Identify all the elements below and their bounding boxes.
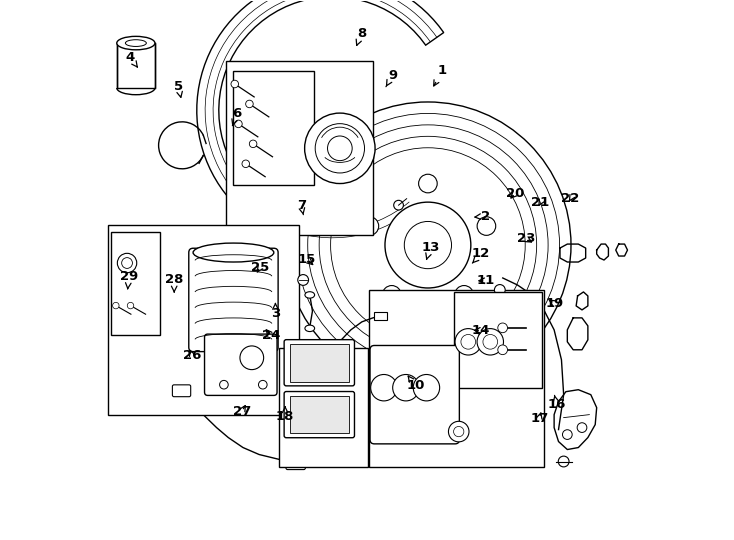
Bar (454, 292, 542, 388)
Circle shape (360, 217, 379, 235)
Circle shape (577, 423, 587, 433)
Circle shape (250, 140, 257, 147)
Circle shape (559, 456, 569, 467)
Circle shape (112, 302, 119, 309)
Circle shape (393, 200, 404, 210)
Text: 28: 28 (165, 273, 184, 292)
FancyBboxPatch shape (284, 392, 355, 438)
FancyBboxPatch shape (284, 340, 355, 386)
FancyBboxPatch shape (370, 346, 459, 444)
Circle shape (242, 160, 250, 167)
Bar (226, 60, 373, 235)
Text: 15: 15 (297, 253, 316, 266)
Circle shape (404, 221, 451, 269)
Text: 16: 16 (548, 395, 566, 411)
Circle shape (285, 102, 571, 388)
Text: 23: 23 (517, 232, 535, 245)
FancyBboxPatch shape (189, 248, 278, 352)
Text: 22: 22 (562, 192, 580, 205)
Ellipse shape (305, 292, 315, 298)
Text: 19: 19 (545, 297, 564, 310)
Circle shape (562, 430, 573, 440)
Circle shape (477, 217, 495, 235)
Circle shape (455, 286, 473, 304)
Ellipse shape (126, 40, 146, 46)
Circle shape (127, 302, 134, 309)
Bar (374, 312, 387, 320)
FancyBboxPatch shape (286, 457, 305, 470)
Circle shape (298, 274, 308, 285)
Circle shape (305, 113, 375, 184)
Text: 3: 3 (271, 303, 280, 320)
Bar (289, 344, 349, 382)
Text: 2: 2 (475, 210, 490, 222)
Circle shape (413, 374, 440, 401)
Circle shape (343, 346, 352, 354)
Bar (233, 71, 314, 185)
Polygon shape (197, 0, 444, 246)
Circle shape (315, 124, 365, 173)
Bar (279, 348, 368, 468)
Text: 24: 24 (262, 329, 280, 342)
FancyBboxPatch shape (172, 385, 191, 397)
Circle shape (258, 380, 267, 389)
Text: 10: 10 (407, 376, 425, 392)
FancyBboxPatch shape (205, 334, 277, 395)
Circle shape (498, 345, 507, 355)
Circle shape (418, 174, 437, 193)
Circle shape (477, 329, 504, 355)
Circle shape (327, 136, 352, 160)
Text: 5: 5 (174, 80, 183, 97)
Ellipse shape (117, 36, 155, 50)
Circle shape (454, 427, 464, 437)
Text: 14: 14 (472, 324, 490, 337)
Circle shape (461, 334, 476, 349)
Circle shape (344, 186, 351, 194)
Bar (108, 225, 299, 415)
Circle shape (385, 202, 470, 288)
Text: 18: 18 (276, 407, 294, 423)
Bar (369, 290, 544, 468)
Circle shape (495, 285, 505, 295)
Circle shape (240, 346, 264, 369)
Circle shape (498, 323, 507, 333)
Bar (289, 396, 349, 434)
Text: 17: 17 (530, 411, 548, 424)
Circle shape (483, 334, 498, 349)
Bar (327, 344, 333, 352)
Circle shape (455, 329, 482, 355)
Text: 13: 13 (421, 241, 440, 260)
Text: 7: 7 (297, 199, 306, 215)
Circle shape (117, 253, 137, 273)
FancyBboxPatch shape (298, 352, 317, 365)
Text: 6: 6 (232, 107, 241, 126)
Text: 8: 8 (356, 26, 366, 45)
Text: 4: 4 (126, 51, 137, 67)
Circle shape (393, 374, 419, 401)
Text: 25: 25 (251, 261, 269, 274)
Ellipse shape (193, 243, 274, 262)
Text: 12: 12 (472, 247, 490, 263)
Circle shape (246, 100, 253, 107)
Text: 1: 1 (434, 64, 447, 86)
Circle shape (371, 374, 397, 401)
Circle shape (219, 380, 228, 389)
Circle shape (382, 286, 401, 304)
Text: 11: 11 (476, 274, 495, 287)
Bar (111, 232, 160, 335)
Bar (117, 43, 155, 88)
Circle shape (122, 258, 132, 268)
Circle shape (235, 120, 242, 127)
Circle shape (448, 421, 469, 442)
Ellipse shape (305, 325, 315, 332)
Text: 21: 21 (531, 196, 550, 209)
Text: 29: 29 (120, 270, 138, 289)
Text: 9: 9 (386, 69, 397, 87)
Text: 20: 20 (506, 187, 524, 200)
Circle shape (231, 80, 239, 88)
Text: 26: 26 (183, 349, 201, 362)
Text: 27: 27 (233, 404, 251, 417)
